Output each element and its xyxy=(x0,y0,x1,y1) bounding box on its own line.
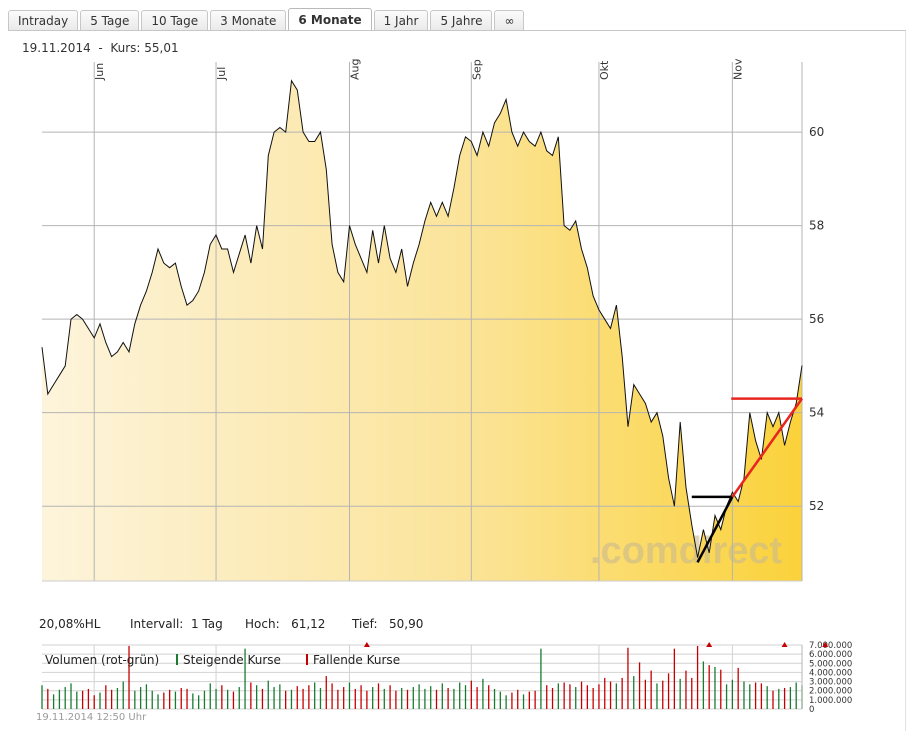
legend-falling-label: Fallende Kurse xyxy=(313,653,401,667)
interval-stat: Intervall: 1 Tag xyxy=(130,617,223,631)
annotation-red-diagonal xyxy=(731,397,804,498)
high-value: 61,12 xyxy=(291,617,326,631)
x-month-label: Okt xyxy=(598,60,611,80)
quote-date: 19.11.2014 xyxy=(22,41,91,55)
volume-overflow-arrow xyxy=(822,642,829,647)
high-label: Hoch: xyxy=(245,617,280,631)
x-month-label: Jul xyxy=(215,67,228,81)
tab-5-jahre[interactable]: 5 Jahre xyxy=(430,10,493,31)
y-tick-label: 58 xyxy=(809,219,824,233)
volume-tick-label: 3.000.000 xyxy=(809,678,852,688)
y-tick-label: 60 xyxy=(809,125,824,139)
x-month-label: Jun xyxy=(93,63,106,81)
quote-separator: - xyxy=(98,41,103,55)
tab-divider xyxy=(8,30,906,31)
tab-max[interactable]: ∞ xyxy=(494,10,525,31)
chart-panel: 19.11.2014 - Kurs: 55,01 .comdirect 52 54 5… xyxy=(8,31,906,731)
y-tick-label: 52 xyxy=(809,499,824,513)
timestamp: 19.11.2014 12:50 Uhr xyxy=(36,712,147,723)
volume-overflow-arrow xyxy=(363,642,370,647)
volume-overflow-arrow xyxy=(781,642,788,647)
x-month-label: Sep xyxy=(470,59,483,80)
volume-tick-label: 7.000.000 xyxy=(809,641,852,651)
x-month-label: Aug xyxy=(348,59,361,80)
y-tick-label: 56 xyxy=(809,312,824,326)
interval-label: Intervall: xyxy=(130,617,184,631)
price-area xyxy=(42,80,802,581)
tab-5-tage[interactable]: 5 Tage xyxy=(80,10,140,31)
tab-intraday[interactable]: Intraday xyxy=(8,10,79,31)
tab-1-jahr[interactable]: 1 Jahr xyxy=(373,10,429,31)
low-stat: Tief: 50,90 xyxy=(352,617,423,631)
falling-swatch xyxy=(306,654,308,665)
watermark-text: .comdirect xyxy=(590,530,783,572)
annotation-black-diagonal xyxy=(696,496,734,563)
low-label: Tief: xyxy=(352,617,378,631)
high-stat: Hoch: 61,12 xyxy=(245,617,325,631)
x-month-label: Nov xyxy=(731,58,744,80)
tab-3-monate[interactable]: 3 Monate xyxy=(210,10,287,31)
volume-legend-title: Volumen (rot-grün) xyxy=(45,653,160,667)
legend-rising-label: Steigende Kurse xyxy=(183,653,281,667)
quote-kurs-label: Kurs: xyxy=(110,41,141,55)
legend-rising: Steigende Kurse xyxy=(176,653,281,667)
volume-tick-label: 2.000.000 xyxy=(809,687,852,697)
volume-tick-label: 0 xyxy=(809,705,814,715)
y-tick-label: 54 xyxy=(809,406,824,420)
range-percent: 20,08%HL xyxy=(39,617,101,631)
volume-tick-label: 4.000.000 xyxy=(809,668,852,678)
legend-falling: Fallende Kurse xyxy=(306,653,400,667)
tab-10-tage[interactable]: 10 Tage xyxy=(141,10,209,31)
volume-tick-label: 6.000.000 xyxy=(809,650,852,660)
price-line xyxy=(41,79,803,558)
volume-overflow-arrow xyxy=(706,642,713,647)
low-value: 50,90 xyxy=(388,617,424,631)
volume-tick-label: 1.000.000 xyxy=(809,696,852,706)
quote-header: 19.11.2014 - Kurs: 55,01 xyxy=(22,41,179,55)
quote-kurs-value: 55,01 xyxy=(144,41,179,55)
tab-6-monate[interactable]: 6 Monate xyxy=(288,8,372,31)
rising-swatch xyxy=(176,654,178,665)
volume-tick-label: 5.000.000 xyxy=(809,659,852,669)
period-tabs: Intraday 5 Tage 10 Tage 3 Monate 6 Monat… xyxy=(8,8,526,31)
interval-value: 1 Tag xyxy=(190,617,223,631)
